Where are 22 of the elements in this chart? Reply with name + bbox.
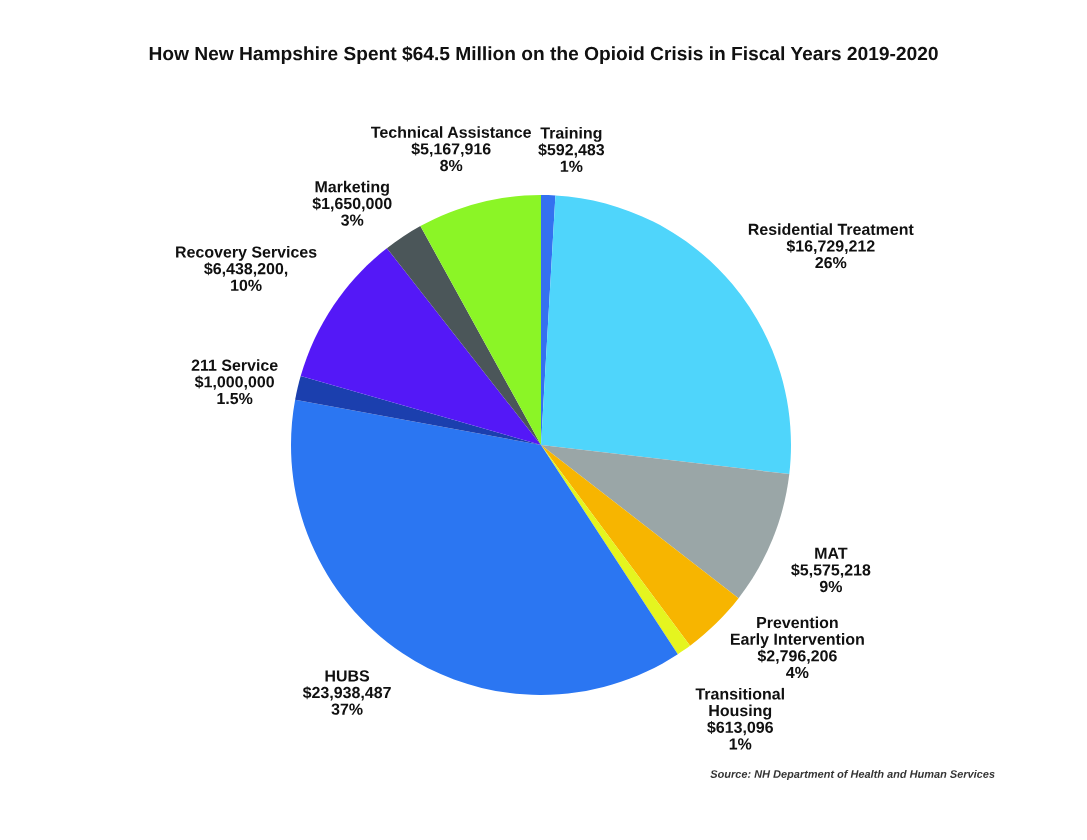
data-label: $5,167,916 8% <box>411 142 491 172</box>
data-label: $6,438,200, 10% <box>204 262 288 291</box>
slice-label: Marketing <box>315 180 389 196</box>
slice-label: Residential Treatment <box>748 223 914 236</box>
data-label: $592,483 1% <box>538 143 605 172</box>
slice-label: HUBS <box>325 670 370 682</box>
slice-label: Prevention Early Intervention <box>730 616 864 648</box>
chart-title: How New Hampshire Spent $64.5 Million on the Opioid Crisis in Fiscal Years 2019-2020 <box>149 45 938 65</box>
data-label: $1,650,000 3% <box>312 197 392 226</box>
data-label: $23,938,487 37% <box>302 686 391 715</box>
data-label: $1,000,000 1.5% <box>194 375 274 405</box>
slice-label: 211 Service <box>191 359 278 371</box>
slice-label: Transitional Housing <box>695 687 784 720</box>
slice-label: Training <box>540 126 602 142</box>
data-label: $16,729,212 26% <box>786 239 875 269</box>
data-label: $5,575,218 9% <box>791 563 871 593</box>
data-label: $2,796,206 4% <box>757 649 837 679</box>
slice-label: MAT <box>815 547 848 559</box>
slice-label: Recovery Services <box>176 245 317 261</box>
data-label: $613,096 1% <box>707 720 773 750</box>
slice-label: Technical Assistance <box>371 126 531 138</box>
source-note: Source: NH Department of Health and Human Services <box>710 769 995 781</box>
